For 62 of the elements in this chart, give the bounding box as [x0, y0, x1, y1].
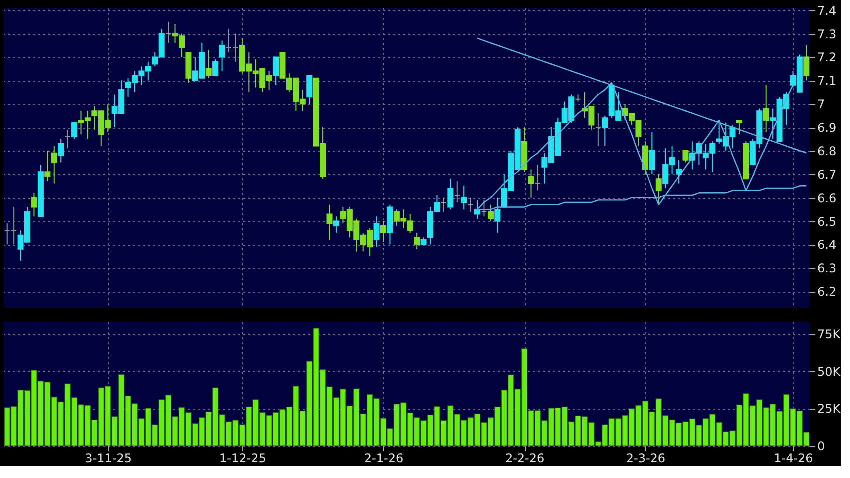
x-tick-label: 1-12-25	[220, 452, 266, 466]
candlestick	[219, 40, 226, 72]
y-tick-label: 7.2	[818, 50, 837, 65]
y-tick-label: 25K	[818, 402, 842, 416]
candlestick	[448, 178, 454, 210]
y-tick-label: 7.1	[818, 74, 837, 88]
y-tick-label: 6.2	[818, 285, 837, 300]
y-tick-label: 50K	[818, 364, 842, 379]
candlestick	[461, 186, 468, 210]
candlestick	[326, 204, 333, 241]
x-tick-label: 3-11-25	[85, 452, 132, 466]
candlestick	[488, 204, 494, 222]
candlestick	[804, 45, 810, 82]
candlestick	[414, 232, 420, 250]
candlestick	[333, 216, 340, 234]
candlestick	[166, 22, 172, 44]
candlestick	[58, 138, 64, 164]
candlestick	[454, 180, 460, 204]
y-tick-label: 7	[818, 98, 826, 112]
y-tick-label: 6.9	[818, 121, 837, 136]
y-tick-label: 6.8	[818, 144, 837, 158]
y-tick-label: 0	[818, 440, 826, 454]
candlestick	[31, 192, 38, 218]
y-tick-label: 7.4	[818, 4, 837, 18]
x-tick-label: 1-4-26	[774, 452, 814, 466]
x-tick-label: 2-1-26	[364, 452, 404, 466]
candlestick	[380, 220, 386, 243]
candlestick	[206, 50, 212, 79]
candlestick	[595, 112, 602, 147]
candlestick	[534, 164, 541, 192]
candlestick	[64, 129, 71, 150]
candlestick	[212, 59, 219, 76]
candlestick	[468, 197, 474, 212]
y-tick-label: 6.5	[818, 214, 837, 229]
candlestick	[676, 160, 682, 184]
candlestick	[481, 200, 488, 218]
candlestick	[51, 146, 58, 184]
y-tick-label: 6.3	[818, 262, 837, 276]
candlestick	[575, 94, 582, 102]
y-tick-label: 6.7	[818, 168, 837, 182]
candlestick	[736, 120, 742, 136]
candlestick	[528, 169, 534, 198]
candlestick	[494, 197, 501, 234]
candlestick	[306, 75, 313, 105]
candlestick	[656, 174, 662, 206]
y-tick-label: 75K	[818, 327, 842, 342]
candlestick	[763, 84, 770, 133]
candlestick	[72, 122, 78, 140]
candlestick	[474, 200, 481, 220]
x-tick-label: 2-2-26	[505, 452, 545, 466]
x-tick-label: 2-3-26	[626, 452, 666, 466]
candlestick	[682, 150, 689, 164]
candlestick	[642, 141, 648, 175]
candlestick	[273, 56, 280, 86]
candlestick	[44, 150, 51, 182]
candlestick	[440, 197, 447, 212]
candlestick	[649, 132, 656, 175]
y-tick-label: 7.3	[818, 27, 837, 42]
y-tick-label: 6.6	[818, 191, 837, 206]
candlestick	[602, 115, 608, 147]
y-tick-label: 6.4	[818, 238, 837, 252]
candlestick	[374, 216, 380, 248]
